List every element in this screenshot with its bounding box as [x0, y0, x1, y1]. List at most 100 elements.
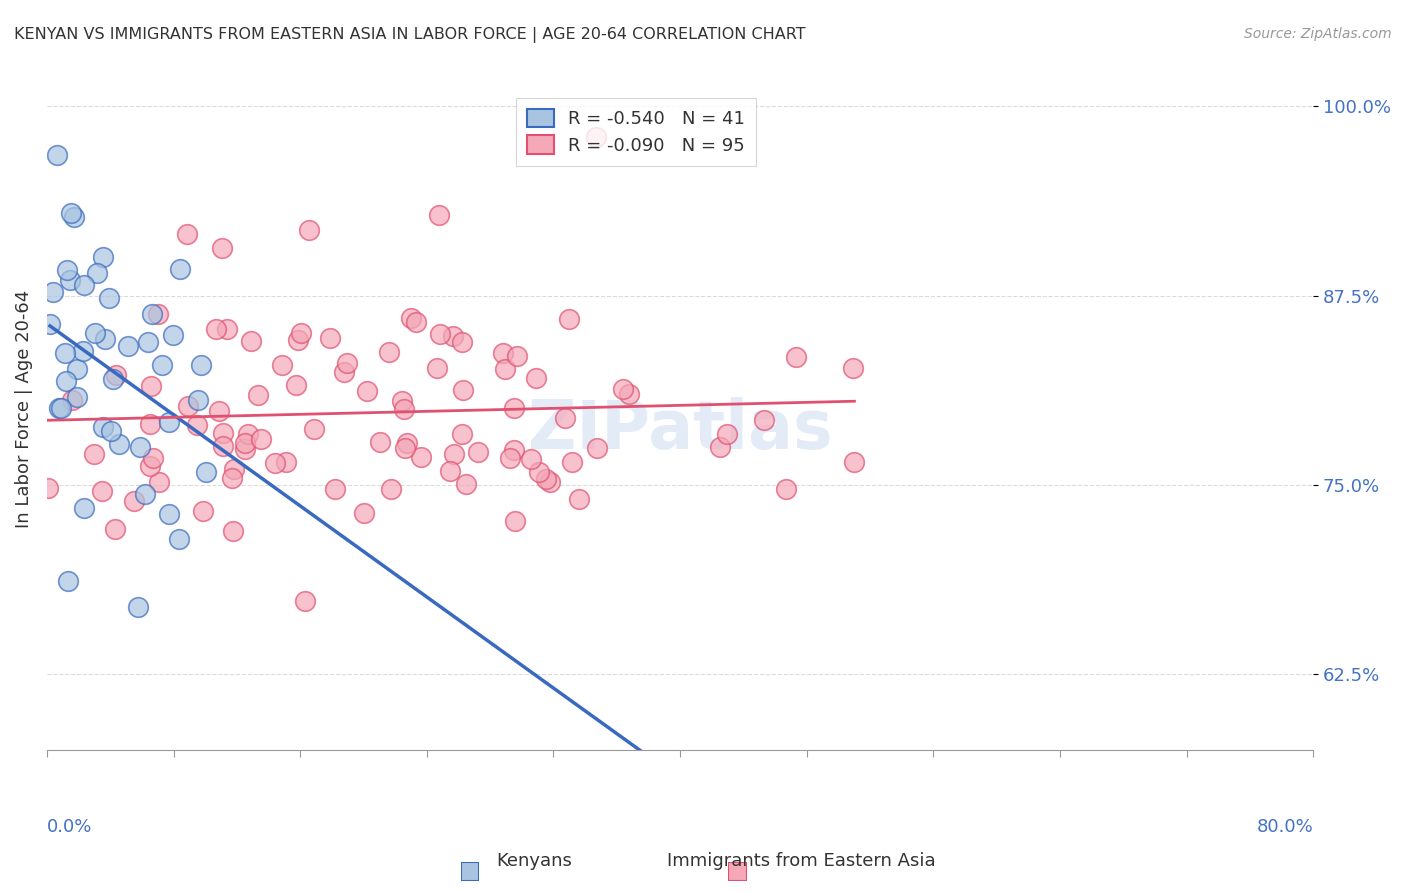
Point: [107, 436, 129, 450]
Point: [240, 334, 263, 348]
Point: [294, 594, 316, 608]
Point: [72, 344, 94, 359]
Point: [394, 401, 416, 416]
Point: [73, 277, 96, 292]
Point: [86, 266, 108, 280]
Point: [451, 383, 474, 397]
Point: [187, 393, 209, 408]
Point: [270, 358, 292, 372]
Point: [394, 441, 416, 455]
Point: [302, 422, 325, 436]
Point: [221, 471, 243, 485]
Point: [380, 482, 402, 496]
Point: [441, 329, 464, 343]
Point: [538, 475, 561, 489]
Point: [250, 432, 273, 446]
Point: [157, 415, 180, 429]
Point: [205, 322, 228, 336]
Point: [467, 445, 489, 459]
Point: [368, 435, 391, 450]
Point: [499, 451, 522, 466]
Point: [128, 440, 150, 454]
Point: [55, 374, 77, 388]
Point: [274, 455, 297, 469]
Point: [492, 346, 515, 360]
Text: Kenyans: Kenyans: [496, 852, 572, 870]
Point: [427, 208, 450, 222]
Point: [46, 148, 69, 162]
Point: [502, 443, 524, 458]
Point: [66, 362, 89, 376]
Text: 80.0%: 80.0%: [1257, 818, 1313, 837]
Text: KENYAN VS IMMIGRANTS FROM EASTERN ASIA IN LABOR FORCE | AGE 20-64 CORRELATION CH: KENYAN VS IMMIGRANTS FROM EASTERN ASIA I…: [14, 27, 806, 43]
Point: [716, 426, 738, 441]
Point: [439, 464, 461, 478]
Point: [49, 401, 72, 416]
Point: [285, 378, 308, 392]
Point: [246, 388, 269, 402]
Point: [141, 307, 163, 321]
Point: [195, 465, 218, 479]
Point: [399, 310, 422, 325]
Point: [456, 477, 478, 491]
Point: [450, 334, 472, 349]
Point: [139, 417, 162, 431]
Point: [93, 419, 115, 434]
Point: [211, 241, 233, 255]
Point: [561, 455, 583, 469]
Point: [298, 223, 321, 237]
Point: [91, 484, 114, 499]
Point: [208, 404, 231, 418]
Point: [83, 447, 105, 461]
Point: [775, 482, 797, 496]
Point: [97, 291, 120, 305]
Point: [506, 349, 529, 363]
Point: [411, 450, 433, 464]
Point: [323, 482, 346, 496]
Point: [785, 351, 807, 365]
Legend: R = -0.540   N = 41, R = -0.090   N = 95: R = -0.540 N = 41, R = -0.090 N = 95: [516, 98, 756, 166]
Point: [212, 425, 235, 440]
Point: [56, 574, 79, 589]
Point: [101, 372, 124, 386]
Point: [502, 401, 524, 415]
Point: [333, 365, 356, 379]
Point: [83, 326, 105, 340]
Point: [53, 345, 76, 359]
Point: [233, 435, 256, 450]
Point: [117, 339, 139, 353]
Point: [568, 492, 591, 507]
Point: [39, 317, 62, 331]
Point: [319, 331, 342, 345]
Point: [157, 507, 180, 521]
Point: [844, 455, 866, 469]
Point: [429, 326, 451, 341]
Point: [134, 487, 156, 501]
Text: Source: ZipAtlas.com: Source: ZipAtlas.com: [1244, 27, 1392, 41]
Point: [503, 514, 526, 528]
Point: [150, 359, 173, 373]
Point: [190, 358, 212, 372]
Point: [353, 506, 375, 520]
Point: [37, 481, 59, 495]
Y-axis label: In Labor Force | Age 20-64: In Labor Force | Age 20-64: [15, 290, 32, 528]
Point: [236, 427, 259, 442]
Point: [212, 439, 235, 453]
Point: [524, 371, 547, 385]
Point: [48, 401, 70, 416]
Point: [585, 129, 607, 144]
Point: [42, 285, 65, 299]
Point: [527, 465, 550, 479]
Point: [709, 440, 731, 454]
Point: [169, 262, 191, 277]
Point: [169, 533, 191, 547]
Point: [142, 450, 165, 465]
Point: [104, 368, 127, 383]
Point: [148, 475, 170, 489]
Point: [426, 360, 449, 375]
Point: [842, 361, 865, 376]
Point: [56, 263, 79, 277]
Point: [127, 599, 149, 614]
Point: [162, 328, 184, 343]
Point: [138, 335, 160, 350]
